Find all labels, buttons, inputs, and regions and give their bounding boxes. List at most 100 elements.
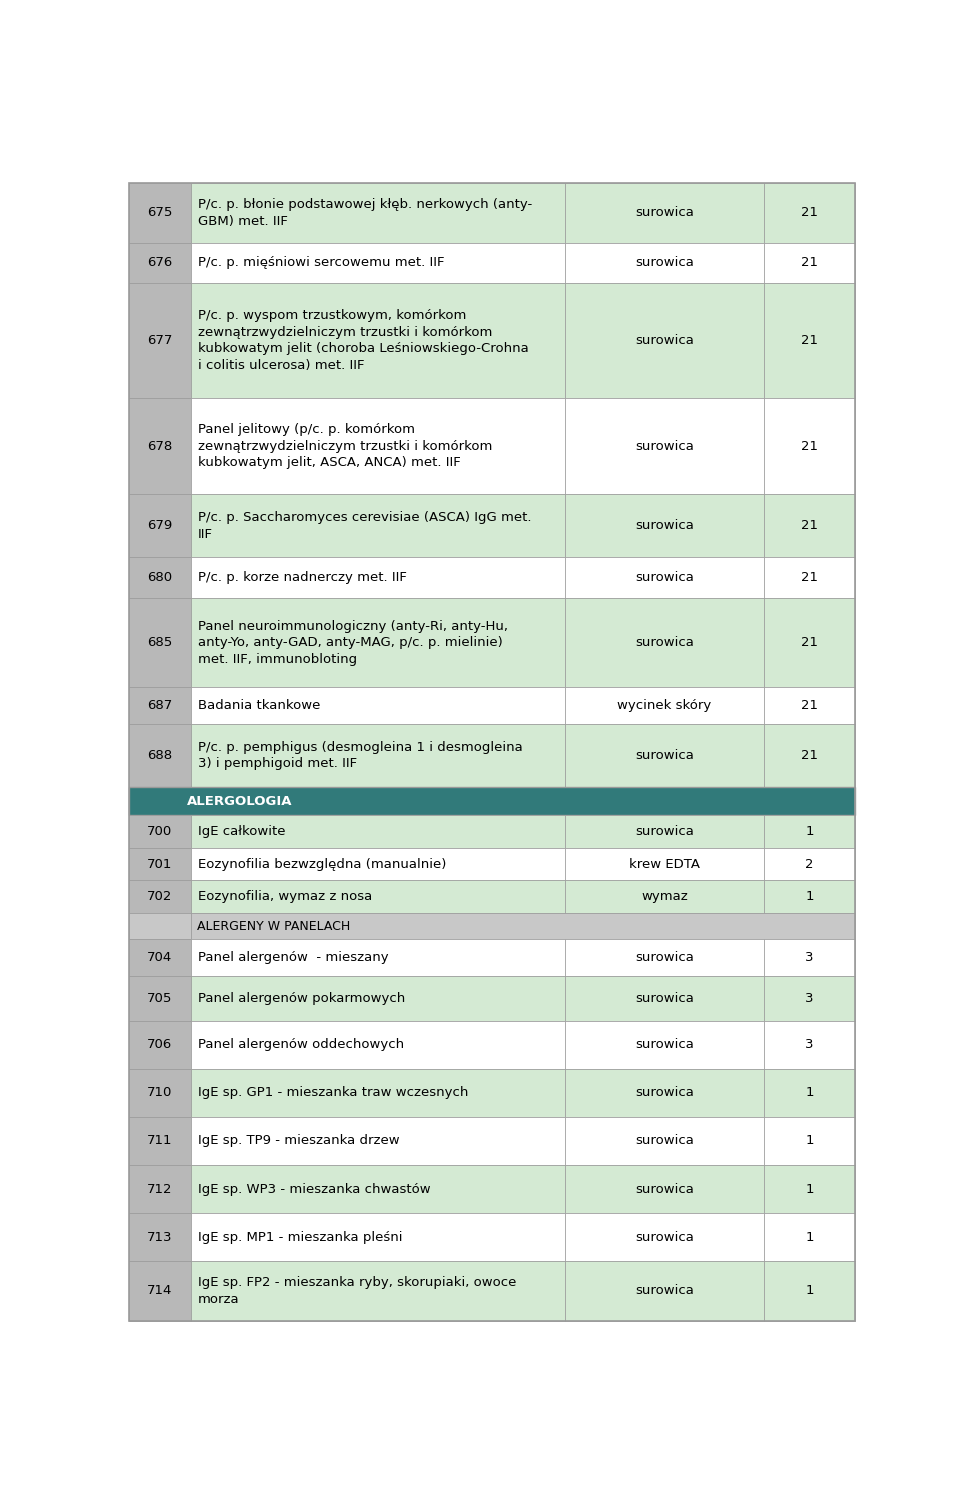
Text: 21: 21 (802, 572, 818, 584)
Text: 1: 1 (805, 890, 814, 904)
Bar (564, 1020, 764, 1069)
Text: 710: 710 (147, 1087, 173, 1099)
Bar (129, 599, 191, 686)
Text: surowica: surowica (635, 207, 694, 219)
Bar (764, 1164, 855, 1214)
Text: Panel neuroimmunologiczny (anty-Ri, anty-Hu,
anty-Yo, anty-GAD, anty-MAG, p/c. p: Panel neuroimmunologiczny (anty-Ri, anty… (198, 619, 508, 666)
Text: 688: 688 (147, 749, 173, 762)
Bar (564, 1261, 764, 1321)
Text: 712: 712 (147, 1182, 173, 1196)
Text: 680: 680 (147, 572, 173, 584)
Bar (764, 398, 855, 494)
Bar (764, 880, 855, 913)
Bar (564, 977, 764, 1020)
Bar (564, 557, 764, 599)
Text: 21: 21 (802, 256, 818, 270)
Bar (129, 847, 191, 880)
Bar (564, 283, 764, 398)
Bar (191, 398, 564, 494)
Text: 3: 3 (805, 992, 814, 1005)
Bar (564, 1117, 764, 1164)
Bar (191, 557, 564, 599)
Text: 3: 3 (805, 951, 814, 963)
Bar (191, 847, 564, 880)
Text: surowica: surowica (635, 992, 694, 1005)
Text: Panel jelitowy (p/c. p. komórkom
zewnątrzwydzielniczym trzustki i komórkom
kubko: Panel jelitowy (p/c. p. komórkom zewnątr… (198, 423, 492, 469)
Bar (191, 940, 564, 977)
Bar (191, 724, 564, 788)
Bar (191, 1117, 564, 1164)
Bar (564, 494, 764, 557)
Bar (564, 183, 764, 243)
Text: 2: 2 (805, 858, 814, 871)
Bar (764, 1069, 855, 1117)
Text: 21: 21 (802, 439, 818, 453)
Bar (564, 724, 764, 788)
Text: surowica: surowica (635, 825, 694, 838)
Text: P/c. p. pemphigus (desmogleina 1 i desmogleina
3) i pemphigoid met. IIF: P/c. p. pemphigus (desmogleina 1 i desmo… (198, 742, 523, 770)
Text: surowica: surowica (635, 1285, 694, 1297)
Bar (191, 494, 564, 557)
Bar (191, 599, 564, 686)
Text: IgE sp. FP2 - mieszanka ryby, skorupiaki, owoce
morza: IgE sp. FP2 - mieszanka ryby, skorupiaki… (198, 1276, 516, 1306)
Bar (764, 1261, 855, 1321)
Bar (129, 977, 191, 1020)
Text: IgE całkowite: IgE całkowite (198, 825, 285, 838)
Text: IgE sp. GP1 - mieszanka traw wczesnych: IgE sp. GP1 - mieszanka traw wczesnych (198, 1087, 468, 1099)
Bar (129, 1069, 191, 1117)
Bar (764, 977, 855, 1020)
Text: surowica: surowica (635, 334, 694, 347)
Text: surowica: surowica (635, 636, 694, 649)
Text: 711: 711 (147, 1135, 173, 1148)
Text: 1: 1 (805, 1087, 814, 1099)
Text: 21: 21 (802, 749, 818, 762)
Bar (564, 599, 764, 686)
Bar (191, 1214, 564, 1261)
Text: 701: 701 (147, 858, 173, 871)
Text: 1: 1 (805, 1231, 814, 1243)
Text: krew EDTA: krew EDTA (629, 858, 700, 871)
Text: Panel alergenów  - mieszany: Panel alergenów - mieszany (198, 951, 389, 963)
Bar (129, 1261, 191, 1321)
Text: IgE sp. MP1 - mieszanka pleśni: IgE sp. MP1 - mieszanka pleśni (198, 1231, 402, 1243)
Text: surowica: surowica (635, 1182, 694, 1196)
Text: surowica: surowica (635, 572, 694, 584)
Bar (129, 557, 191, 599)
Bar (129, 724, 191, 788)
Text: surowica: surowica (635, 749, 694, 762)
Text: 713: 713 (147, 1231, 173, 1243)
Bar (129, 1164, 191, 1214)
Text: surowica: surowica (635, 520, 694, 533)
Bar (764, 724, 855, 788)
Text: surowica: surowica (635, 1135, 694, 1148)
Bar (129, 243, 191, 283)
Text: ALERGOLOGIA: ALERGOLOGIA (187, 795, 293, 807)
Bar (764, 283, 855, 398)
Text: IgE sp. WP3 - mieszanka chwastów: IgE sp. WP3 - mieszanka chwastów (198, 1182, 431, 1196)
Bar (764, 847, 855, 880)
Text: P/c. p. Saccharomyces cerevisiae (ASCA) IgG met.
IIF: P/c. p. Saccharomyces cerevisiae (ASCA) … (198, 511, 532, 541)
Text: 21: 21 (802, 700, 818, 712)
Bar (564, 686, 764, 724)
Bar (129, 1020, 191, 1069)
Bar (191, 816, 564, 847)
Text: 700: 700 (147, 825, 173, 838)
Text: wycinek skóry: wycinek skóry (617, 700, 711, 712)
Text: Eozynofilia, wymaz z nosa: Eozynofilia, wymaz z nosa (198, 890, 372, 904)
Text: Panel alergenów oddechowych: Panel alergenów oddechowych (198, 1038, 404, 1051)
Bar (764, 243, 855, 283)
Bar (129, 494, 191, 557)
Text: 706: 706 (147, 1038, 173, 1051)
Text: Badania tkankowe: Badania tkankowe (198, 700, 321, 712)
Text: Eozynofilia bezwzględna (manualnie): Eozynofilia bezwzględna (manualnie) (198, 858, 446, 871)
Bar (129, 183, 191, 243)
Bar (129, 880, 191, 913)
Bar (191, 1020, 564, 1069)
Bar (191, 913, 855, 940)
Bar (564, 940, 764, 977)
Text: surowica: surowica (635, 256, 694, 270)
Text: 702: 702 (147, 890, 173, 904)
Text: P/c. p. błonie podstawowej kłęb. nerkowych (anty-
GBM) met. IIF: P/c. p. błonie podstawowej kłęb. nerkowy… (198, 198, 533, 228)
Bar (764, 1214, 855, 1261)
Text: 1: 1 (805, 1285, 814, 1297)
